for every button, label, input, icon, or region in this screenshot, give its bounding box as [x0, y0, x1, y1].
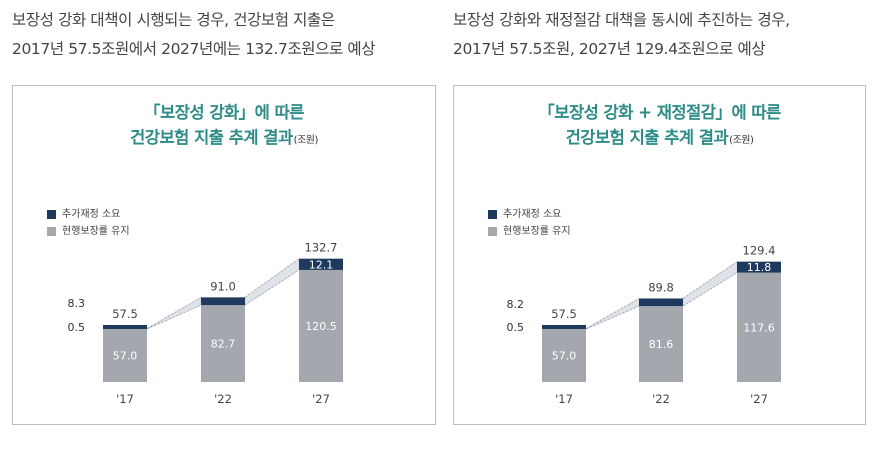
chart-panel-right: 「보장성 강화 + 재정절감」에 따른 건강보험 지출 추계 결과(조원) 추가…	[453, 85, 866, 425]
bar-additional	[542, 324, 586, 329]
data-label-additional: 0.5	[68, 321, 86, 334]
connector-line	[146, 304, 202, 330]
description-right: 보장성 강화와 재정절감 대책을 동시에 추진하는 경우, 2017년 57.5…	[453, 6, 790, 64]
connector-line	[244, 258, 300, 298]
data-label-additional: 12.1	[309, 258, 334, 271]
chart-unit: (조원)	[293, 135, 319, 146]
legend-item-current: 현행보장률 유지	[47, 223, 130, 240]
bar-current	[201, 305, 245, 382]
bar-additional	[201, 297, 245, 306]
connector-line	[585, 305, 640, 330]
bar-chart-left: 57.0 0.5 57.5 '17 82.7 8.3 91.0 '22 120.5 12.1 132…	[68, 241, 343, 406]
chart-title-line1: 「보장성 강화」에 따른	[144, 103, 304, 122]
legend-item-current: 현행보장률 유지	[488, 223, 571, 240]
data-label-current: 82.7	[211, 338, 236, 351]
data-label-current: 120.5	[305, 320, 337, 333]
connector-band	[682, 261, 738, 307]
connector-band	[244, 258, 300, 306]
category-label: '27	[750, 392, 768, 406]
legend-item-additional: 추가재정 소요	[47, 206, 130, 223]
bar-additional	[639, 298, 683, 307]
category-label: '17	[555, 392, 573, 406]
legend-label-current: 현행보장률 유지	[62, 226, 130, 237]
connector-line	[682, 272, 738, 307]
chart-unit: (조원)	[729, 135, 754, 146]
legend-label-additional: 추가재정 소요	[62, 209, 121, 220]
data-label-total: 57.5	[551, 307, 577, 321]
data-label-additional: 0.5	[507, 321, 525, 334]
chart-title-line2: 건강보험 지출 추계 결과	[130, 128, 293, 147]
chart-legend: 추가재정 소요 현행보장률 유지	[488, 206, 571, 240]
data-label-additional: 8.3	[68, 297, 86, 310]
bar-additional	[299, 258, 343, 270]
chart-title: 「보장성 강화」에 따른 건강보험 지출 추계 결과(조원)	[13, 100, 435, 153]
connector-line	[244, 269, 300, 306]
category-label: '17	[116, 392, 134, 406]
chart-title-line1: 「보장성 강화 + 재정절감」에 따른	[538, 103, 781, 122]
bar-additional	[103, 324, 147, 329]
data-label-total: 89.8	[648, 280, 674, 294]
category-label: '22	[652, 392, 670, 406]
data-label-current: 57.0	[113, 349, 138, 362]
data-label-current: 57.0	[552, 349, 577, 362]
description-line: 2017년 57.5조원, 2027년 129.4조원으로 예상	[453, 40, 766, 58]
data-label-total: 132.7	[305, 241, 338, 255]
bar-current	[737, 272, 781, 382]
chart-legend: 추가재정 소요 현행보장률 유지	[47, 206, 130, 240]
bar-current	[639, 306, 683, 382]
legend-swatch-current	[488, 227, 497, 236]
legend-swatch-current	[47, 227, 56, 236]
description-line: 보장성 강화와 재정절감 대책을 동시에 추진하는 경우,	[453, 11, 790, 29]
legend-swatch-additional	[488, 210, 497, 219]
data-label-additional: 8.2	[507, 298, 525, 311]
connector-line	[682, 261, 738, 299]
data-label-additional: 11.8	[747, 261, 772, 274]
legend-swatch-additional	[47, 210, 56, 219]
description-line: 보장성 강화 대책이 시행되는 경우, 건강보험 지출은	[12, 11, 335, 29]
chart-title-line2: 건강보험 지출 추계 결과	[565, 128, 729, 147]
legend-item-additional: 추가재정 소요	[488, 206, 571, 223]
bar-current	[103, 328, 147, 382]
bar-additional	[737, 261, 781, 273]
data-label-total: 129.4	[743, 244, 776, 258]
data-label-current: 81.6	[649, 338, 674, 351]
data-label-current: 117.6	[743, 321, 775, 334]
legend-label-current: 현행보장률 유지	[503, 226, 571, 237]
data-label-total: 57.5	[112, 307, 138, 321]
category-label: '22	[214, 392, 232, 406]
data-label-total: 91.0	[210, 279, 236, 293]
category-label: '27	[312, 392, 330, 406]
legend-label-additional: 추가재정 소요	[503, 209, 562, 220]
chart-title: 「보장성 강화 + 재정절감」에 따른 건강보험 지출 추계 결과(조원)	[454, 100, 865, 153]
chart-panel-left: 「보장성 강화」에 따른 건강보험 지출 추계 결과(조원) 추가재정 소요 현…	[12, 85, 436, 425]
bar-current	[542, 328, 586, 382]
description-line: 2017년 57.5조원에서 2027년에는 132.7조원으로 예상	[12, 40, 376, 58]
description-left: 보장성 강화 대책이 시행되는 경우, 건강보험 지출은 2017년 57.5조…	[12, 6, 376, 64]
bar-chart-right: 57.0 0.5 57.5 '17 81.6 8.2 89.8 '22 117.6 11.8 129…	[507, 244, 781, 406]
bar-current	[299, 269, 343, 382]
